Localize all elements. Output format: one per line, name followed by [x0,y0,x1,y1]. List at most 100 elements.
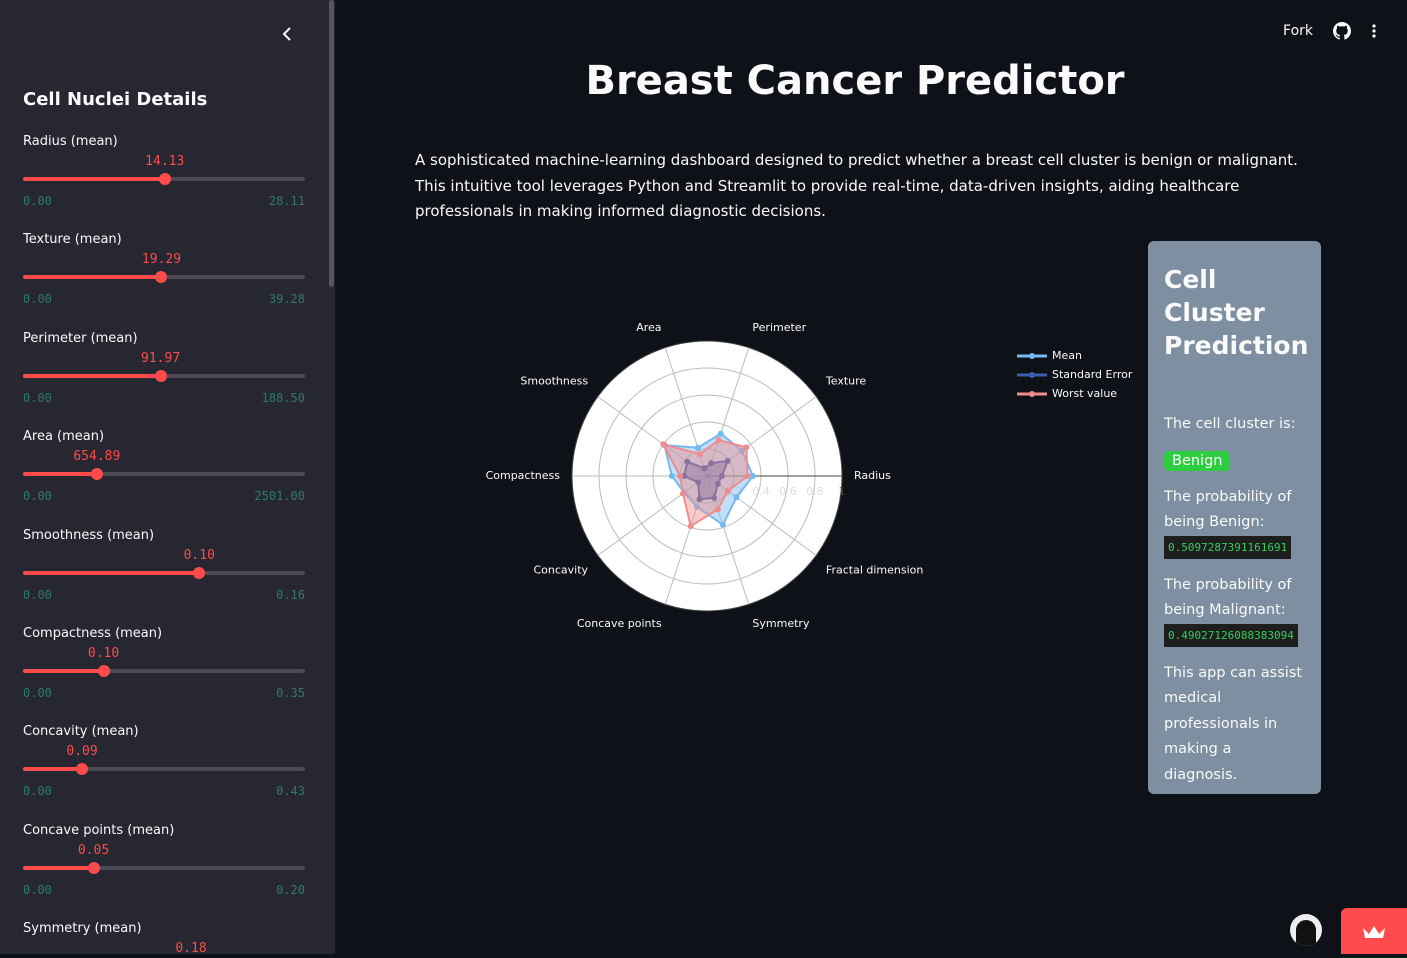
slider-thumb[interactable] [97,665,110,677]
slider[interactable] [23,369,305,382]
marker [694,444,701,451]
legend-label[interactable]: Standard Error [1052,368,1133,381]
fork-button[interactable]: Fork [1283,23,1313,39]
marker [679,490,686,497]
slider-thumb[interactable] [87,861,100,874]
slider-value: 0.10 [183,547,215,563]
legend-marker [1029,372,1035,378]
angular-grid-line [597,475,708,556]
slider-value: 19.29 [141,252,182,268]
marker [744,473,751,479]
slider-fill [23,373,161,378]
prediction-panel: Cell Cluster Prediction The cell cluster… [1148,241,1321,794]
angular-label: Texture [825,375,866,388]
benign-value: 0.5097287391161691 [1164,535,1292,559]
slider-label: Radius (mean) [23,134,118,149]
slider-min: 0.00 [23,882,52,897]
github-icon[interactable] [1333,22,1351,40]
slider[interactable] [23,468,305,481]
slider-max: 28.11 [268,194,305,208]
marker [733,494,740,501]
slider-label: Symmetry (mean) [23,921,142,937]
slider-thumb[interactable] [76,763,89,776]
radial-tick-label: 0.8 [806,485,824,498]
slider-label: Concave points (mean) [23,822,175,838]
slider-max: 39.28 [268,292,305,307]
marker [714,506,721,513]
marker [719,521,726,528]
slider-fill [23,865,94,870]
angular-grid-line [706,396,817,477]
slider-label: Compactness (mean) [23,626,163,641]
result-badge: Benign [1164,450,1231,471]
avatar[interactable] [1290,914,1322,946]
slider[interactable] [23,566,305,579]
slider-max: 188.50 [261,390,305,405]
slider-min: 0.00 [23,587,52,602]
slider-thumb[interactable] [155,271,168,284]
menu-button[interactable] [1371,23,1377,39]
slider-max: 0.35 [276,686,305,700]
slider-fill [23,767,83,772]
slider-min: 0.00 [23,489,52,504]
malignant-value: 0.49027126088383094 [1164,623,1298,647]
slider-fill [23,177,165,181]
slider[interactable] [23,665,305,677]
slider-max: 0.16 [276,587,305,602]
slider-thumb[interactable] [90,468,103,481]
slider-min: 0.00 [23,686,52,700]
legend-marker [1029,353,1035,359]
collapse-button[interactable] [280,26,294,42]
marker [695,479,702,486]
marker [724,488,731,495]
legend-label[interactable]: Mean [1052,349,1082,362]
marker [701,465,708,472]
marker [668,473,675,479]
slider-max: 2501.00 [254,489,305,504]
slider-thumb[interactable] [193,566,206,579]
description: A sophisticated machine-learning dashboa… [415,151,1298,220]
marker [711,494,718,501]
slider[interactable] [23,173,305,185]
slider-value: 0.10 [87,646,120,661]
marker [743,444,750,451]
slider[interactable] [23,861,305,874]
slider-thumb[interactable] [154,369,167,382]
marker [660,441,667,448]
slider[interactable] [23,763,305,776]
marker [738,447,745,454]
slider-fill [23,669,104,673]
marker [696,496,703,503]
slider-value: 91.97 [141,350,181,366]
slider[interactable] [23,271,305,284]
slider-min: 0.00 [23,784,52,799]
slider-value: 0.05 [77,842,110,858]
marker [717,430,724,437]
marker [684,458,691,465]
slider-label: Perimeter (mean) [23,330,138,346]
legend-label[interactable]: Worst value [1052,387,1117,400]
legend-marker [1029,391,1035,397]
marker [687,523,694,530]
angular-grid-line [706,475,817,556]
scrollbar[interactable] [329,0,334,287]
angular-label: Concavity [534,563,589,576]
marker [724,457,731,464]
slider-label: Smoothness (mean) [23,527,155,543]
result-intro: The cell cluster is: [1164,416,1296,432]
benign-label: The probability of being Benign: [1164,488,1292,531]
slider-fill [23,275,162,280]
slider-value: 14.13 [145,154,185,169]
slider-fill [23,570,200,575]
slider-min: 0.00 [23,292,52,307]
marker [708,460,715,467]
sidebar-title: Cell Nuclei Details [23,89,208,110]
streamlit-badge[interactable] [1341,908,1407,954]
slider-thumb[interactable] [158,173,171,185]
marker [677,473,683,479]
malignant-label: The probability of being Malignant: [1164,576,1292,619]
marker [714,480,721,487]
marker [715,437,722,444]
slider-label: Texture (mean) [23,232,122,248]
